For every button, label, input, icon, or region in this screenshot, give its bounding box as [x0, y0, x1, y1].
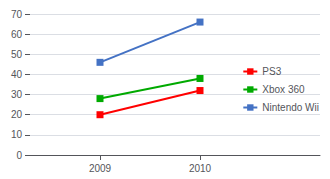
svg-text:60: 60 — [11, 29, 23, 40]
svg-text:70: 70 — [11, 9, 23, 20]
svg-text:PS3: PS3 — [262, 66, 281, 77]
svg-text:0: 0 — [16, 150, 22, 161]
svg-text:40: 40 — [11, 69, 23, 80]
svg-text:30: 30 — [11, 89, 23, 100]
svg-text:10: 10 — [11, 129, 23, 140]
svg-text:50: 50 — [11, 49, 23, 60]
svg-text:2009: 2009 — [89, 163, 112, 174]
svg-text:Xbox 360: Xbox 360 — [262, 84, 305, 95]
svg-text:Nintendo Wii: Nintendo Wii — [262, 102, 319, 113]
svg-text:20: 20 — [11, 109, 23, 120]
svg-text:2010: 2010 — [189, 163, 212, 174]
